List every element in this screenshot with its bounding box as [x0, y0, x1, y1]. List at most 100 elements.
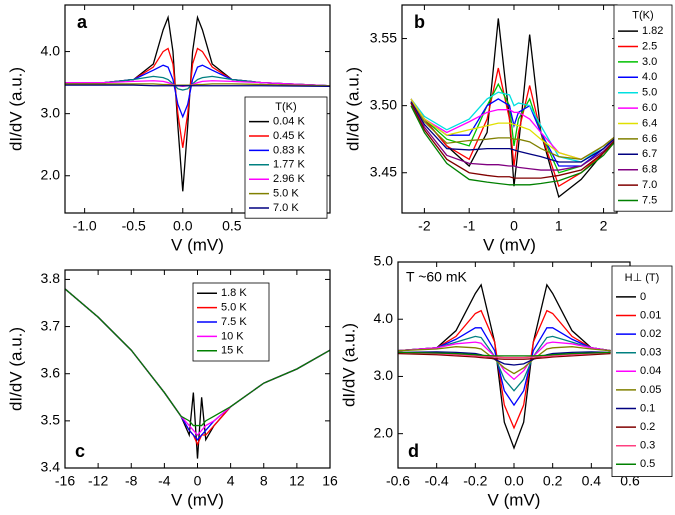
y-tick-label: 3.55	[370, 29, 397, 45]
series-line	[398, 341, 611, 381]
y-tick-label: 3.0	[374, 367, 394, 383]
legend-label: 1.8 K	[221, 287, 247, 299]
legend-label: 15 K	[221, 345, 244, 357]
legend-label: 0.1	[640, 402, 655, 414]
legend-label: 1.77 K	[273, 159, 305, 171]
series-line	[65, 75, 330, 91]
x-tick-label: 1	[555, 218, 563, 234]
legend-label: 0.05	[640, 384, 661, 396]
legend-label: 6.8	[642, 164, 657, 176]
x-tick-label: -0.6	[386, 473, 410, 489]
legend-label: 0.02	[640, 328, 661, 340]
x-tick-label: -1.0	[73, 218, 97, 234]
panel: -0.6 -0.4 -0.2 0.0 0.2 0.4 0.62.03.04.05.0V (m…	[339, 253, 673, 509]
y-tick-label: 3.0	[41, 104, 61, 120]
legend-label: 3.0	[642, 56, 657, 68]
y-axis-label: dI/dV (a.u.)	[343, 67, 362, 151]
legend-label: 7.5 K	[221, 316, 247, 328]
series-line	[398, 346, 611, 375]
series-line	[398, 351, 611, 357]
x-axis-label: V (mV)	[171, 490, 224, 509]
x-axis-label: V (mV)	[483, 235, 536, 254]
legend-title: T(K)	[275, 101, 296, 113]
legend-label: 0	[640, 291, 646, 303]
y-axis-label: dI/dV (a.u.)	[6, 67, 25, 151]
series-line	[65, 84, 330, 87]
panel: -2 -1 0 1 2 3.45 3.50 3.55 V (mV) dI/dV (a.u.) b T(…	[343, 4, 673, 254]
series-line	[398, 351, 611, 366]
legend-label: 6.4	[642, 117, 657, 129]
legend-label: 6.7	[642, 148, 657, 160]
series-line	[410, 98, 617, 167]
x-tick-label: -0.5	[122, 218, 146, 234]
panel: -1.0 -0.5 0.0 0.5 2.0 3.0 4.0 V (mV) dI/dV (a.u.…	[6, 4, 331, 254]
series-line	[410, 101, 617, 163]
legend-box	[244, 96, 328, 219]
x-tick-label: 0.2	[543, 473, 563, 489]
legend-label: 0.45 K	[273, 130, 305, 142]
legend-label: 0.04 K	[273, 116, 305, 128]
series-line	[410, 18, 617, 199]
series-line	[410, 91, 617, 163]
series-line	[410, 101, 617, 160]
annotation: T ~60 mK	[406, 269, 467, 285]
x-tick-label: -1	[463, 218, 476, 234]
y-tick-label: 3.6	[41, 364, 61, 380]
x-tick-label: 0.4	[582, 473, 602, 489]
x-tick-label: -0.2	[463, 473, 487, 489]
x-tick-label: 0.5	[222, 218, 242, 234]
x-tick-label: -12	[88, 473, 108, 489]
series-line	[65, 288, 330, 427]
series-line	[398, 283, 611, 450]
series-line	[398, 327, 611, 407]
series-line	[410, 105, 617, 186]
x-tick-label: 4	[227, 473, 235, 489]
y-tick-label: 4.0	[374, 310, 394, 326]
x-tick-label: 12	[289, 473, 305, 489]
series-line	[410, 82, 617, 174]
series-line	[398, 351, 611, 359]
x-tick-label: -8	[125, 473, 138, 489]
series-line	[410, 98, 617, 161]
legend-label: 7.5	[642, 194, 657, 206]
series-line	[398, 352, 611, 360]
x-tick-label: 0	[510, 218, 518, 234]
y-tick-label: 3.4	[41, 459, 61, 475]
series-line	[398, 309, 611, 430]
x-axis-label: V (mV)	[488, 490, 541, 509]
plot-frame	[64, 4, 331, 214]
legend-label: 4.0	[642, 71, 657, 83]
legend-label: 6.0	[642, 102, 657, 114]
y-tick-label: 3.7	[41, 317, 61, 333]
x-tick-label: 2	[600, 218, 608, 234]
panel-label: b	[414, 12, 425, 32]
panel-label: c	[75, 441, 85, 461]
legend-label: 2.96 K	[273, 173, 305, 185]
legend-title: H⊥ (T)	[625, 272, 660, 284]
legend-title: T(K)	[632, 10, 653, 22]
legend-label: 0.83 K	[273, 144, 305, 156]
legend-label: 7.0 K	[273, 202, 299, 214]
panel: -16 -12 -8 -4 0 4 8 12 16 3.4 3.5 3.6 3.7 3.8 V (mV) dI…	[6, 269, 338, 509]
legend-label: 2.5	[642, 40, 657, 52]
x-tick-label: -0.4	[425, 473, 449, 489]
legend-label: 0.04	[640, 365, 661, 377]
x-tick-label: 0.0	[504, 473, 524, 489]
legend-label: 0.2	[640, 421, 655, 433]
y-tick-label: 3.45	[370, 163, 397, 179]
series-line	[410, 102, 617, 171]
series-line	[65, 14, 330, 192]
x-tick-label: -4	[158, 473, 171, 489]
legend-label: 0.5	[640, 458, 655, 470]
legend-label: 0.3	[640, 440, 655, 452]
legend-label: 5.0 K	[273, 188, 299, 200]
legend-label: 1.82	[642, 25, 663, 37]
y-tick-label: 3.50	[370, 96, 397, 112]
series-line	[398, 335, 611, 392]
y-tick-label: 3.5	[41, 412, 61, 428]
legend-label: 6.6	[642, 133, 657, 145]
x-tick-label: -2	[418, 218, 431, 234]
series-line	[65, 47, 330, 148]
x-tick-label: 16	[322, 473, 338, 489]
